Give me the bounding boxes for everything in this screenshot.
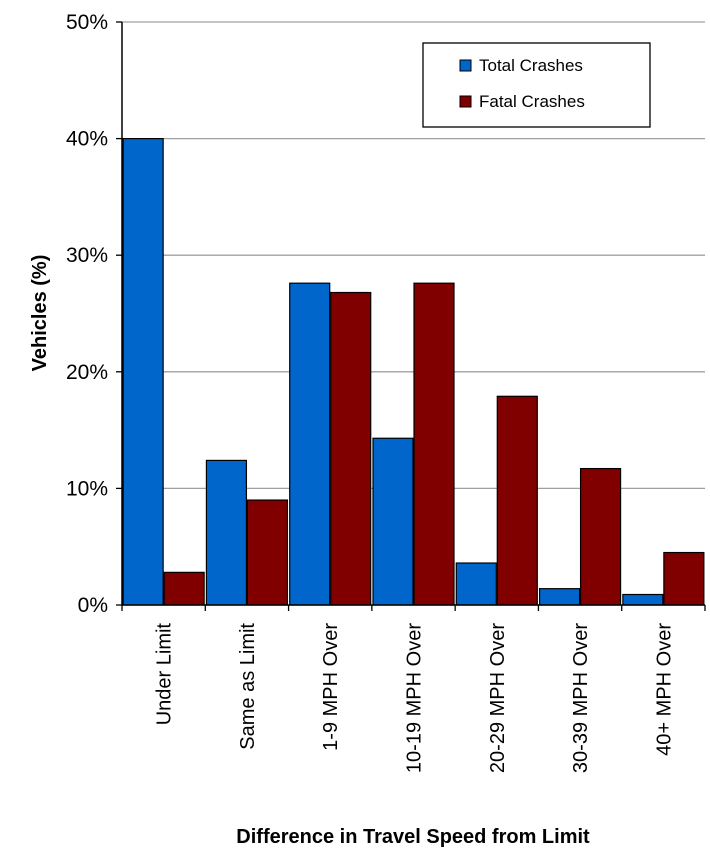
y-tick-label: 0%: [78, 594, 108, 617]
legend-label: Total Crashes: [479, 56, 583, 75]
x-tick-label: 1-9 MPH Over: [320, 623, 342, 751]
y-tick-label: 20%: [66, 361, 108, 384]
bar-total-crashes: [289, 282, 331, 606]
axes: [116, 21, 706, 611]
bar-total-crashes: [622, 593, 664, 606]
legend-swatch: [459, 59, 472, 72]
bar-fatal-crashes: [663, 551, 705, 606]
x-tick-label: 40+ MPH Over: [653, 623, 675, 756]
bar-fatal-crashes: [246, 499, 289, 606]
legend: Total Crashes Fatal Crashes: [422, 42, 651, 128]
x-tick-label: Same as Limit: [237, 623, 259, 750]
x-tick-label: 30-39 MPH Over: [570, 623, 592, 773]
bar-total-crashes: [122, 138, 164, 606]
bar-fatal-crashes: [413, 282, 455, 606]
bar-total-crashes: [538, 588, 581, 606]
legend-box: [422, 42, 651, 128]
y-tick-label: 40%: [66, 128, 108, 151]
bar-total-crashes: [455, 562, 497, 606]
y-tick-label: 10%: [66, 477, 108, 500]
bars: [122, 138, 705, 606]
bar-fatal-crashes: [496, 395, 538, 606]
bar-fatal-crashes: [579, 467, 622, 606]
bar-fatal-crashes: [330, 291, 372, 606]
legend-swatch: [459, 95, 472, 108]
bar-total-crashes: [372, 437, 414, 606]
y-tick-label: 50%: [66, 11, 108, 34]
x-tick-label: Under Limit: [154, 623, 176, 726]
legend-label: Fatal Crashes: [479, 92, 585, 111]
y-axis-title: Vehicles (%): [29, 255, 51, 372]
axis-labels: 0% 10% 20% 30% 40% 50% Under Limit Same as Limi…: [66, 11, 675, 773]
y-tick-label: 30%: [66, 244, 108, 267]
bar-fatal-crashes: [163, 571, 205, 606]
x-tick-label: 10-19 MPH Over: [404, 623, 426, 773]
bar-total-crashes: [205, 459, 248, 606]
x-tick-label: 20-29 MPH Over: [487, 623, 509, 773]
x-axis-title: Difference in Travel Speed from Limit: [236, 826, 590, 848]
